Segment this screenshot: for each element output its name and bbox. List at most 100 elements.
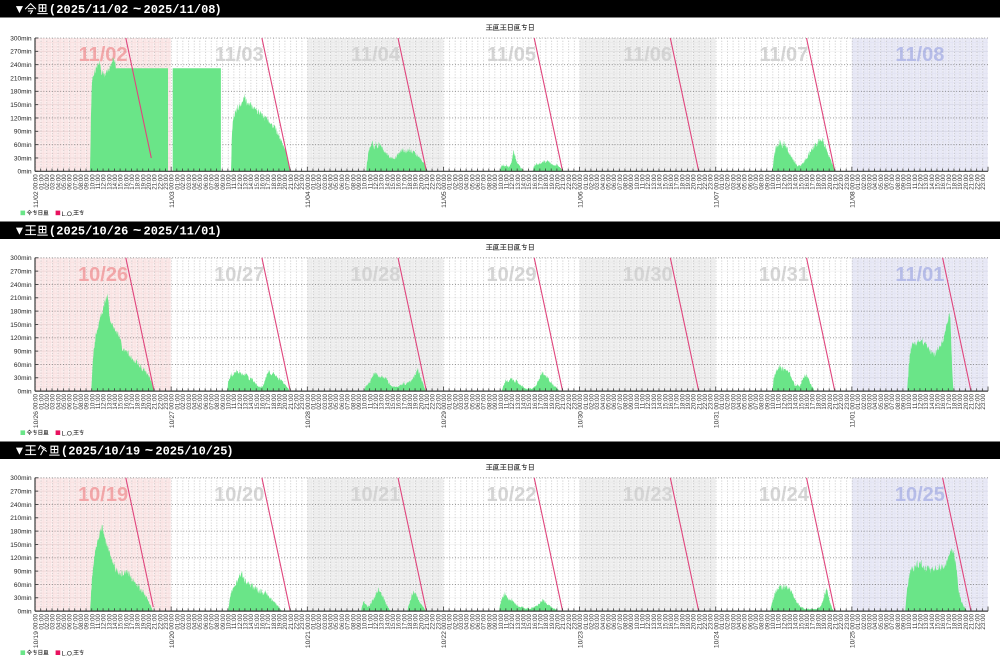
svg-text:20:00: 20:00 bbox=[146, 174, 153, 190]
svg-text:21:00: 21:00 bbox=[424, 174, 431, 190]
svg-text:02:00: 02:00 bbox=[452, 394, 459, 410]
svg-text:04:00: 04:00 bbox=[600, 394, 607, 410]
svg-text:07:00: 07:00 bbox=[209, 394, 216, 410]
svg-text:05:00: 05:00 bbox=[61, 394, 68, 410]
svg-text:10/25: 10/25 bbox=[895, 484, 945, 506]
svg-text:14:00: 14:00 bbox=[793, 394, 800, 410]
svg-text:22:00: 22:00 bbox=[566, 394, 573, 410]
svg-text:04:00: 04:00 bbox=[328, 174, 335, 190]
svg-text:22:00: 22:00 bbox=[838, 614, 845, 630]
svg-text:17:00: 17:00 bbox=[674, 174, 681, 190]
svg-text:17:00: 17:00 bbox=[265, 614, 272, 630]
svg-text:12:00: 12:00 bbox=[237, 394, 244, 410]
svg-text:12:00: 12:00 bbox=[373, 174, 380, 190]
svg-text:23:00: 23:00 bbox=[980, 394, 987, 410]
svg-text:10/31: 10/31 bbox=[759, 264, 809, 286]
svg-text:22:00: 22:00 bbox=[430, 174, 437, 190]
svg-text:120min: 120min bbox=[10, 335, 32, 342]
svg-text:30min: 30min bbox=[14, 595, 32, 602]
svg-text:09:00: 09:00 bbox=[901, 174, 908, 190]
svg-text:17:00: 17:00 bbox=[265, 394, 272, 410]
svg-text:03:00: 03:00 bbox=[50, 174, 57, 190]
svg-text:05:00: 05:00 bbox=[333, 614, 340, 630]
svg-text:18:00: 18:00 bbox=[543, 394, 550, 410]
svg-text:20:00: 20:00 bbox=[146, 614, 153, 630]
svg-text:08:00: 08:00 bbox=[895, 614, 902, 630]
svg-text:19:00: 19:00 bbox=[549, 394, 556, 410]
svg-text:14:00: 14:00 bbox=[112, 614, 119, 630]
svg-text:00:00: 00:00 bbox=[33, 174, 40, 190]
svg-text:21:00: 21:00 bbox=[969, 394, 976, 410]
svg-text:16:00: 16:00 bbox=[396, 614, 403, 630]
svg-text:17:00: 17:00 bbox=[810, 174, 817, 190]
svg-text:10/28: 10/28 bbox=[350, 264, 400, 286]
svg-text:06:00: 06:00 bbox=[67, 614, 74, 630]
svg-text:12:00: 12:00 bbox=[237, 174, 244, 190]
svg-text:00:00: 00:00 bbox=[305, 614, 312, 630]
svg-text:10/24: 10/24 bbox=[714, 631, 721, 648]
svg-text:14:00: 14:00 bbox=[929, 394, 936, 410]
svg-text:18:00: 18:00 bbox=[543, 174, 550, 190]
svg-text:06:00: 06:00 bbox=[203, 174, 210, 190]
svg-text:): ) bbox=[228, 444, 232, 458]
svg-text:15:00: 15:00 bbox=[390, 614, 397, 630]
svg-text:14:00: 14:00 bbox=[520, 174, 527, 190]
svg-text:21:00: 21:00 bbox=[424, 394, 431, 410]
svg-text:19:00: 19:00 bbox=[277, 174, 284, 190]
svg-text:11/04: 11/04 bbox=[351, 44, 401, 66]
svg-text:08:00: 08:00 bbox=[623, 394, 630, 410]
svg-text:09:00: 09:00 bbox=[356, 394, 363, 410]
svg-text:(: ( bbox=[50, 2, 54, 16]
svg-text:L.O.: L.O. bbox=[62, 211, 74, 218]
svg-text:08:00: 08:00 bbox=[486, 394, 493, 410]
svg-text:03:00: 03:00 bbox=[186, 394, 193, 410]
svg-text:03:00: 03:00 bbox=[594, 174, 601, 190]
svg-text:21:00: 21:00 bbox=[152, 614, 159, 630]
svg-text:21:00: 21:00 bbox=[832, 394, 839, 410]
svg-text:22:00: 22:00 bbox=[702, 174, 709, 190]
svg-text:10:00: 10:00 bbox=[362, 394, 369, 410]
svg-text:17:00: 17:00 bbox=[674, 394, 681, 410]
svg-text:04:00: 04:00 bbox=[872, 614, 879, 630]
svg-text:0min: 0min bbox=[18, 609, 32, 616]
svg-text:04:00: 04:00 bbox=[736, 614, 743, 630]
svg-text:20:00: 20:00 bbox=[555, 614, 562, 630]
svg-text:02:00: 02:00 bbox=[180, 614, 187, 630]
svg-text:11:00: 11:00 bbox=[503, 174, 510, 190]
svg-text:12:00: 12:00 bbox=[509, 174, 516, 190]
svg-text:09:00: 09:00 bbox=[492, 614, 499, 630]
svg-text:03:00: 03:00 bbox=[730, 174, 737, 190]
svg-text:23:00: 23:00 bbox=[163, 614, 170, 630]
svg-text:10:00: 10:00 bbox=[634, 614, 641, 630]
svg-text:06:00: 06:00 bbox=[339, 614, 346, 630]
svg-text:10/26: 10/26 bbox=[78, 264, 128, 286]
svg-text:10:00: 10:00 bbox=[226, 394, 233, 410]
svg-text:13:00: 13:00 bbox=[106, 614, 113, 630]
svg-text:10:00: 10:00 bbox=[498, 614, 505, 630]
svg-text:~: ~ bbox=[145, 442, 153, 458]
svg-text:05:00: 05:00 bbox=[742, 394, 749, 410]
svg-text:10/28: 10/28 bbox=[305, 411, 312, 428]
svg-text:270min: 270min bbox=[10, 489, 32, 496]
svg-text:03:00: 03:00 bbox=[50, 394, 57, 410]
svg-text:15:00: 15:00 bbox=[935, 394, 942, 410]
svg-text:16:00: 16:00 bbox=[804, 394, 811, 410]
svg-text:21:00: 21:00 bbox=[152, 174, 159, 190]
svg-text:17:00: 17:00 bbox=[265, 174, 272, 190]
svg-text:11/02: 11/02 bbox=[79, 44, 128, 66]
svg-text:02:00: 02:00 bbox=[452, 174, 459, 190]
svg-text:06:00: 06:00 bbox=[339, 174, 346, 190]
svg-text:10:00: 10:00 bbox=[770, 614, 777, 630]
svg-text:09:00: 09:00 bbox=[764, 394, 771, 410]
svg-text:12:00: 12:00 bbox=[781, 614, 788, 630]
svg-text:00:00: 00:00 bbox=[33, 394, 40, 410]
svg-text:15:00: 15:00 bbox=[662, 394, 669, 410]
svg-text:08:00: 08:00 bbox=[350, 174, 357, 190]
svg-text:~: ~ bbox=[133, 222, 141, 238]
svg-text:14:00: 14:00 bbox=[793, 174, 800, 190]
svg-text:00:00: 00:00 bbox=[441, 614, 448, 630]
svg-text:00:00: 00:00 bbox=[713, 174, 720, 190]
svg-text:▼: ▼ bbox=[14, 224, 26, 238]
svg-text:03:00: 03:00 bbox=[867, 614, 874, 630]
svg-text:05:00: 05:00 bbox=[469, 614, 476, 630]
